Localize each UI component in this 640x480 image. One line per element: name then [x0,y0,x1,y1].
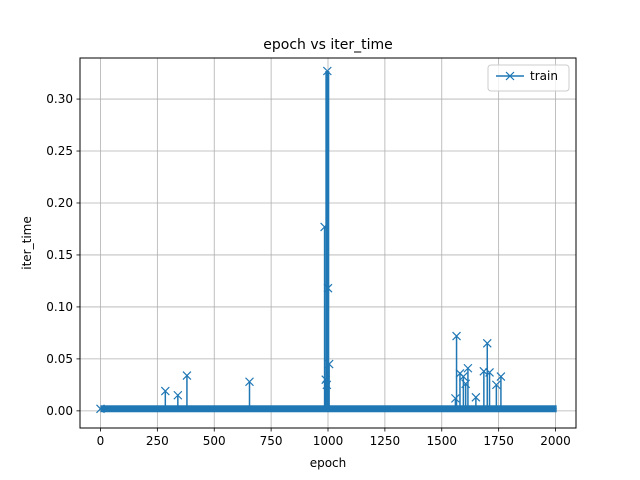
plot-area [96,66,557,414]
data-point-marker [452,331,461,341]
data-point-marker [450,393,460,403]
data-point-marker [160,386,170,396]
x-tick-label: 1000 [313,434,344,448]
x-tick-label: 1250 [370,434,401,448]
x-tick-label: 1500 [426,434,457,448]
legend-marker [505,71,515,81]
data-point-marker [96,404,105,414]
y-axis-label: iter_time [20,216,34,269]
axis-ticks: 0 250 500 750 1000 1250 1500 1750 2000 0.00 0.05 0.… [46,92,571,448]
data-point-marker [491,380,501,390]
data-point-marker [496,372,506,381]
y-tick-label: 0.05 [46,352,73,366]
legend-label-train: train [530,69,558,83]
data-point-marker [482,338,492,348]
y-tick-label: 0.15 [46,248,73,262]
series-spike-cluster [325,70,330,409]
y-tick-label: 0.30 [46,92,73,106]
x-tick-label: 250 [146,434,169,448]
x-tick-label: 1750 [483,434,514,448]
x-tick-label: 2000 [540,434,571,448]
x-axis-label: epoch [310,456,347,470]
legend-box [487,64,570,92]
x-tick-label: 500 [203,434,226,448]
data-point-marker [485,367,494,377]
data-point-marker [245,377,254,387]
x-tick-label: 750 [260,434,283,448]
y-tick-label: 0.20 [46,196,73,210]
y-tick-label: 0.00 [46,404,73,418]
data-point-marker [182,371,192,380]
y-tick-label: 0.10 [46,300,73,314]
y-tick-label: 0.25 [46,144,73,158]
data-point-marker [471,392,481,402]
legend: train [487,64,570,92]
x-tick-label: 0 [97,434,105,448]
data-point-marker [463,363,473,373]
chart-title: epoch vs iter_time [263,37,393,53]
data-point-marker [173,390,183,400]
data-point-marker [458,372,468,381]
